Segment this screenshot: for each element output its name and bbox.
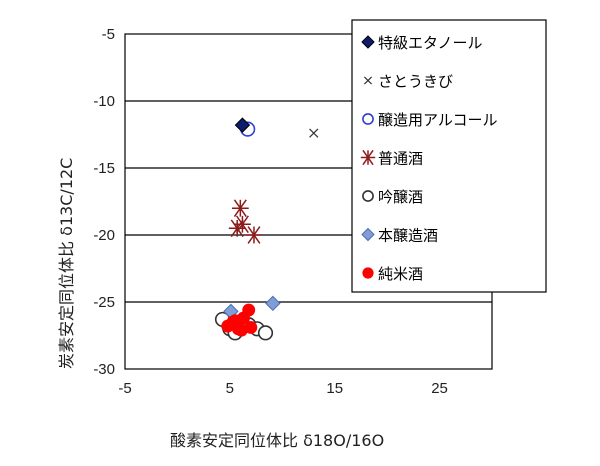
x-tick-labels: -5 5 15 25 — [118, 380, 448, 397]
y-tick-labels: -5 -10 -15 -20 -25 -30 — [93, 26, 115, 378]
legend-label: 特級エタノール — [378, 34, 483, 52]
data-point — [228, 314, 242, 328]
y-axis-title: 炭素安定同位体比 δ13C/12C — [57, 158, 76, 369]
data-point — [234, 323, 248, 337]
legend-marker — [362, 190, 374, 202]
legend-marker — [362, 267, 374, 279]
data-point — [245, 226, 263, 244]
legend-marker — [361, 227, 375, 242]
data-point — [309, 128, 319, 138]
y-tick-label: -10 — [93, 93, 115, 110]
data-point — [231, 199, 249, 218]
data-point — [228, 219, 246, 238]
y-tick-label: -15 — [93, 160, 115, 177]
y-tick-label: -20 — [93, 227, 115, 244]
data-point — [234, 117, 251, 133]
data-point — [257, 325, 274, 341]
legend-label: 本醸造酒 — [378, 227, 438, 245]
legend-marker — [363, 76, 373, 85]
legend-label: 吟醸酒 — [378, 188, 423, 206]
legend-label: 純米酒 — [378, 265, 423, 283]
legend-label: 醸造用アルコール — [378, 111, 498, 129]
y-tick-label: -5 — [102, 26, 115, 43]
legend-label: 普通酒 — [378, 150, 423, 168]
legend-box — [351, 19, 547, 293]
data-point — [265, 295, 281, 312]
y-tick-label: -30 — [93, 361, 115, 378]
legend-marker — [361, 35, 375, 49]
data-point — [242, 303, 256, 317]
legend-marker — [360, 149, 376, 166]
x-tick-label: -5 — [118, 380, 131, 397]
legend-marker — [362, 113, 374, 125]
data-points — [214, 117, 319, 341]
legend-label: さとうきび — [378, 73, 453, 91]
x-tick-label: 5 — [226, 380, 234, 397]
x-tick-label: 15 — [326, 380, 343, 397]
x-tick-label: 25 — [431, 380, 448, 397]
x-axis-title: 酸素安定同位体比 δ18O/16O — [170, 431, 384, 450]
y-tick-label: -25 — [93, 294, 115, 311]
